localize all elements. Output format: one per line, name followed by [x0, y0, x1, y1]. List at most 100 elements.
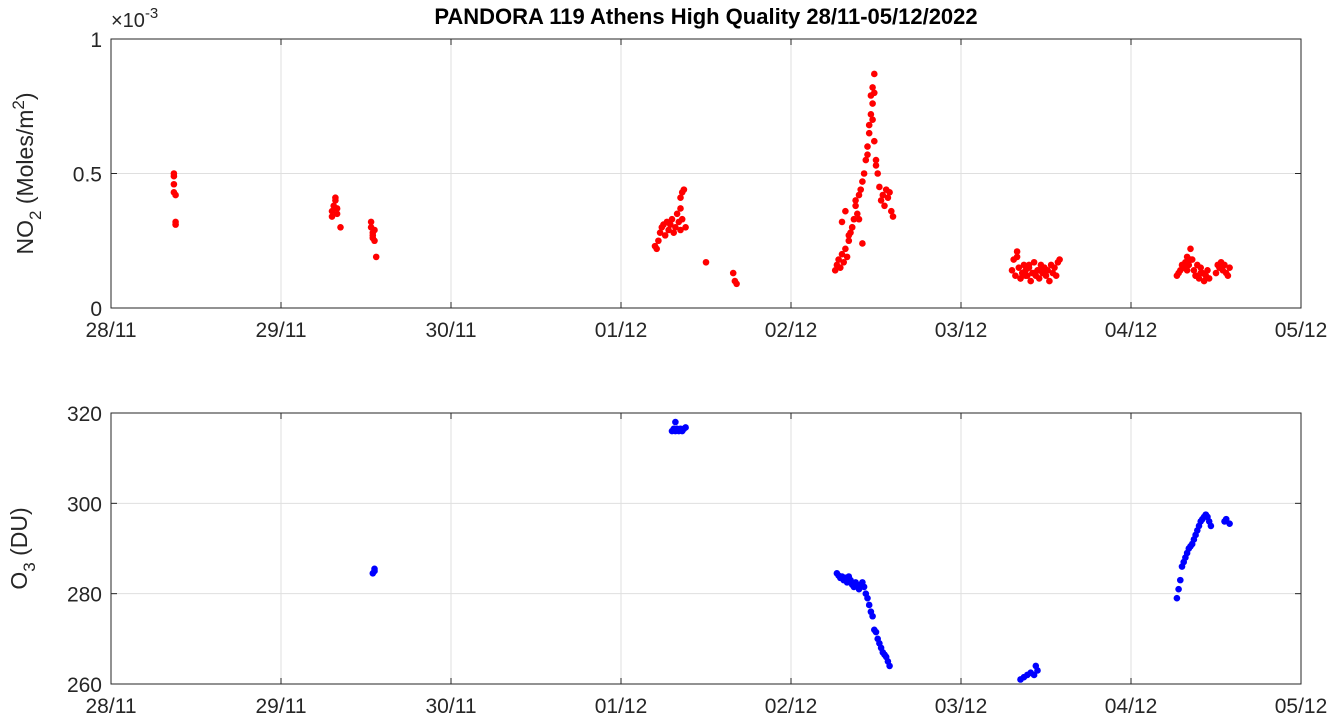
data-point [860, 583, 868, 591]
data-point [855, 215, 863, 223]
data-point [1226, 264, 1233, 271]
data-point [672, 418, 679, 426]
data-point [840, 258, 847, 266]
data-point [1052, 272, 1060, 280]
y-tick-label: 1 [90, 29, 102, 52]
data-point [1030, 258, 1038, 266]
data-point [665, 226, 672, 234]
data-point [1177, 576, 1184, 584]
axes-frame [110, 412, 1302, 685]
data-point [884, 194, 892, 202]
data-point [874, 170, 881, 177]
data-point [1187, 256, 1194, 263]
data-point [367, 218, 375, 226]
data-point [682, 424, 689, 431]
data-point [670, 229, 677, 236]
data-point [672, 224, 679, 231]
data-point [1173, 594, 1181, 602]
data-point [867, 92, 875, 99]
data-point [1035, 275, 1043, 282]
x-tick-label: 29/11 [256, 695, 307, 718]
data-point [871, 70, 878, 78]
data-point [1207, 522, 1215, 530]
data-point [877, 197, 885, 204]
data-point [848, 224, 856, 231]
data-point [673, 210, 681, 218]
data-point [702, 258, 710, 266]
data-point [854, 210, 861, 218]
x-tick-label: 03/12 [935, 319, 988, 342]
data-point [656, 229, 664, 236]
data-point [865, 121, 873, 129]
data-point [677, 205, 684, 212]
data-point [1020, 261, 1028, 269]
data-point [872, 628, 880, 636]
data-point [1030, 671, 1038, 679]
y-tick-label: 0 [90, 298, 102, 321]
data-point [869, 84, 876, 91]
data-point [733, 280, 740, 288]
data-point [886, 662, 893, 670]
data-point [1212, 269, 1220, 277]
data-point [869, 612, 876, 620]
data-point [843, 253, 851, 261]
data-point [682, 224, 689, 231]
y-tick-label: 280 [67, 584, 102, 607]
data-point [1204, 267, 1211, 274]
y-axis-label: O3 (DU) [6, 507, 39, 589]
data-point [850, 215, 858, 223]
data-point [1012, 272, 1019, 280]
chart-title: PANDORA 119 Athens High Quality 28/11-05… [434, 4, 977, 29]
data-point [864, 143, 871, 150]
y-tick-label: 0.5 [73, 164, 102, 187]
axes-frame [110, 38, 1302, 309]
data-point [852, 202, 859, 210]
data-point [842, 245, 849, 253]
data-point [332, 194, 339, 202]
data-point [862, 156, 870, 164]
data-points [170, 70, 1233, 288]
data-point [371, 237, 378, 245]
x-tick-label: 28/11 [86, 695, 137, 718]
data-point [1187, 245, 1194, 253]
data-point [871, 137, 878, 145]
data-point [872, 162, 880, 169]
data-point [372, 253, 380, 261]
data-point [876, 183, 883, 191]
data-point [1046, 277, 1053, 285]
data-point [1190, 267, 1198, 274]
x-tick-label: 30/11 [426, 695, 477, 718]
data-point [872, 156, 880, 164]
data-point [337, 224, 344, 231]
data-point [1197, 264, 1204, 271]
data-point [1200, 277, 1208, 285]
data-point [667, 221, 674, 228]
data-point [888, 207, 895, 215]
x-tick-label: 05/12 [1275, 319, 1328, 342]
data-point [1051, 264, 1058, 271]
data-point [371, 226, 378, 234]
no2-panel: 28/11 29/11 30/11 01/12 02/12 03/12 04/12 05/12… [9, 5, 1327, 342]
data-point [678, 215, 686, 223]
y-tick-label: 300 [67, 493, 102, 516]
data-point [886, 189, 893, 196]
data-point [1226, 520, 1233, 527]
data-point [1013, 248, 1021, 255]
data-point [170, 172, 178, 180]
data-point [867, 111, 875, 118]
x-tick-label: 29/11 [256, 319, 307, 342]
data-point [860, 170, 868, 177]
data-point [1041, 264, 1048, 271]
data-point [864, 594, 871, 602]
data-point [1222, 515, 1230, 523]
data-points [369, 418, 1233, 683]
data-point [677, 226, 684, 234]
data-point [328, 207, 336, 215]
data-point [1221, 261, 1228, 269]
data-point [371, 565, 378, 573]
data-point [668, 215, 676, 223]
x-tick-label: 05/12 [1275, 695, 1328, 718]
data-point [879, 191, 887, 199]
data-point [837, 264, 844, 271]
